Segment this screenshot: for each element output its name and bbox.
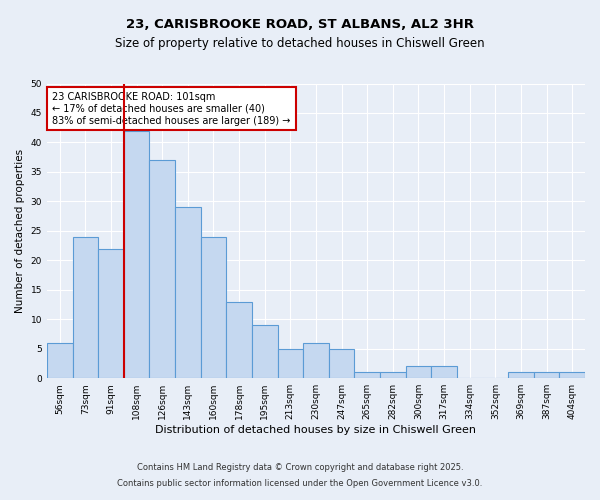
Text: 23, CARISBROOKE ROAD, ST ALBANS, AL2 3HR: 23, CARISBROOKE ROAD, ST ALBANS, AL2 3HR <box>126 18 474 30</box>
Bar <box>98 248 124 378</box>
Bar <box>329 348 355 378</box>
X-axis label: Distribution of detached houses by size in Chiswell Green: Distribution of detached houses by size … <box>155 425 476 435</box>
Bar <box>226 302 252 378</box>
Bar <box>124 130 149 378</box>
Bar <box>559 372 585 378</box>
Text: 23 CARISBROOKE ROAD: 101sqm
← 17% of detached houses are smaller (40)
83% of sem: 23 CARISBROOKE ROAD: 101sqm ← 17% of det… <box>52 92 290 126</box>
Bar <box>406 366 431 378</box>
Y-axis label: Number of detached properties: Number of detached properties <box>15 149 25 313</box>
Bar <box>47 343 73 378</box>
Bar <box>278 348 303 378</box>
Text: Size of property relative to detached houses in Chiswell Green: Size of property relative to detached ho… <box>115 38 485 51</box>
Bar <box>303 343 329 378</box>
Bar <box>431 366 457 378</box>
Bar <box>355 372 380 378</box>
Bar <box>175 208 200 378</box>
Text: Contains public sector information licensed under the Open Government Licence v3: Contains public sector information licen… <box>118 478 482 488</box>
Bar <box>508 372 534 378</box>
Bar <box>252 325 278 378</box>
Bar <box>534 372 559 378</box>
Text: Contains HM Land Registry data © Crown copyright and database right 2025.: Contains HM Land Registry data © Crown c… <box>137 464 463 472</box>
Bar <box>73 236 98 378</box>
Bar <box>380 372 406 378</box>
Bar <box>149 160 175 378</box>
Bar <box>200 236 226 378</box>
